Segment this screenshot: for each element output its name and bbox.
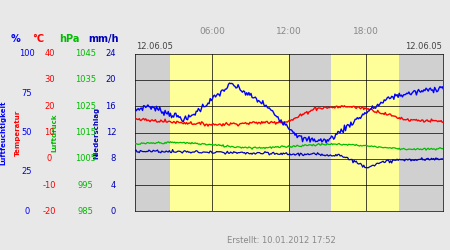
- Text: 30: 30: [44, 76, 55, 84]
- Text: 0: 0: [111, 207, 116, 216]
- Text: 20: 20: [106, 76, 116, 84]
- Text: 0: 0: [24, 207, 30, 216]
- Text: mm/h: mm/h: [88, 34, 119, 44]
- Bar: [331, 54, 399, 211]
- Text: 40: 40: [44, 49, 55, 58]
- Text: 1015: 1015: [75, 128, 96, 137]
- Text: 12.06.05: 12.06.05: [405, 42, 442, 51]
- Text: 20: 20: [44, 102, 55, 111]
- Bar: [171, 54, 289, 211]
- Text: %: %: [11, 34, 21, 44]
- Text: 1005: 1005: [75, 154, 96, 163]
- Text: 25: 25: [22, 168, 32, 176]
- Text: 75: 75: [22, 89, 32, 98]
- Text: 24: 24: [106, 49, 116, 58]
- Text: 1045: 1045: [75, 49, 96, 58]
- Text: 1025: 1025: [75, 102, 96, 111]
- Text: Niederschlag: Niederschlag: [94, 106, 100, 158]
- Text: Temperatur: Temperatur: [15, 110, 21, 156]
- Text: 8: 8: [111, 154, 116, 163]
- Text: °C: °C: [32, 34, 44, 44]
- Text: 100: 100: [19, 49, 35, 58]
- Text: 50: 50: [22, 128, 32, 137]
- Text: 4: 4: [111, 180, 116, 190]
- Text: Luftdruck: Luftdruck: [51, 113, 57, 152]
- Text: 12: 12: [106, 128, 116, 137]
- Text: -20: -20: [43, 207, 56, 216]
- Text: 12:00: 12:00: [276, 27, 302, 36]
- Text: 16: 16: [105, 102, 116, 111]
- Text: 995: 995: [77, 180, 94, 190]
- Text: 06:00: 06:00: [199, 27, 225, 36]
- Text: 12.06.05: 12.06.05: [136, 42, 173, 51]
- Text: Luftfeuchtigkeit: Luftfeuchtigkeit: [0, 100, 6, 165]
- Text: 10: 10: [44, 128, 55, 137]
- Text: 0: 0: [47, 154, 52, 163]
- Text: hPa: hPa: [59, 34, 80, 44]
- Text: Erstellt: 10.01.2012 17:52: Erstellt: 10.01.2012 17:52: [228, 236, 336, 245]
- Text: 18:00: 18:00: [353, 27, 379, 36]
- Text: -10: -10: [43, 180, 56, 190]
- Text: 985: 985: [77, 207, 94, 216]
- Text: 1035: 1035: [75, 76, 96, 84]
